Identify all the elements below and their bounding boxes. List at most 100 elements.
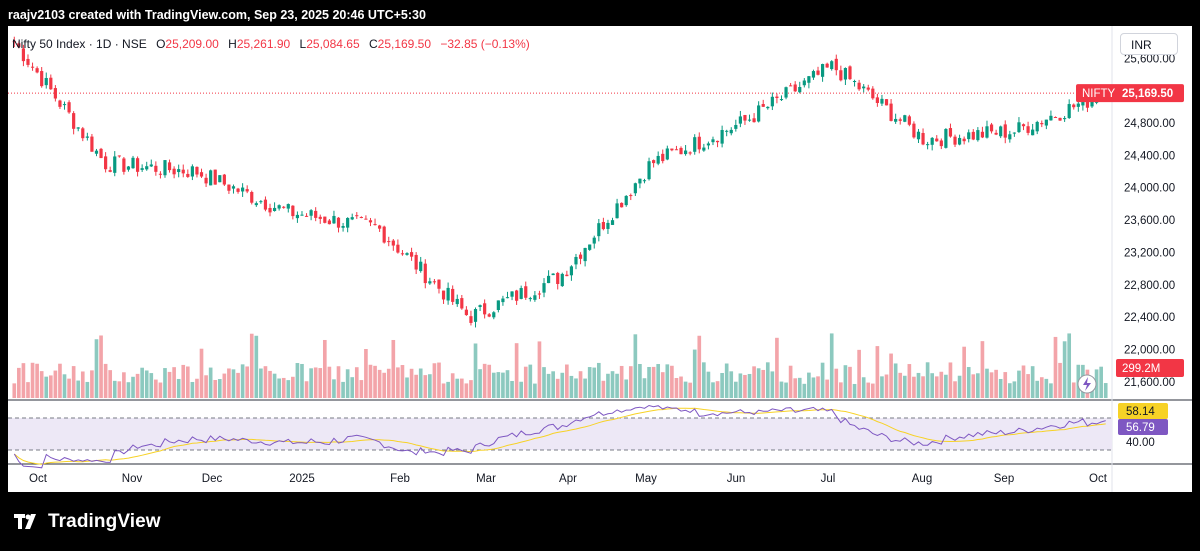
candle-body (1058, 117, 1062, 121)
candle-body (327, 220, 331, 225)
volume-bar (432, 363, 437, 398)
candle-body (693, 137, 697, 152)
candle-body (820, 64, 825, 77)
volume-bar (843, 365, 848, 398)
volume-bar (1053, 336, 1058, 398)
candle-body (944, 129, 948, 148)
candle-body (711, 139, 715, 143)
candle-body (907, 116, 911, 125)
candle-body (994, 132, 998, 135)
candle-body (921, 132, 925, 145)
volume-bar (674, 378, 679, 398)
candle-body (930, 137, 934, 145)
symbol-label[interactable]: Nifty 50 Index · 1D · NSE (12, 37, 147, 51)
candle-body (277, 205, 281, 209)
open-label: O (156, 37, 166, 51)
candle-body (802, 80, 806, 86)
volume-bar (496, 372, 501, 398)
candle-body (473, 309, 478, 322)
candle-body (738, 116, 742, 124)
volume-bar (953, 381, 957, 398)
candle-body (190, 166, 194, 177)
candle-body (1017, 122, 1021, 133)
volume-bar (505, 370, 510, 398)
volume-bar (441, 383, 446, 398)
candle-body (574, 256, 578, 265)
candle-body (259, 201, 263, 203)
price-tick-label: 22,400.00 (1124, 312, 1175, 324)
volume-bar (1062, 341, 1067, 398)
candle-body (770, 96, 774, 107)
volume-bar (688, 382, 692, 398)
candle-body (181, 169, 185, 174)
candle-body (359, 217, 363, 219)
candle-body (355, 215, 359, 217)
candle-body (1063, 118, 1067, 120)
volume-bar (747, 373, 752, 398)
volume-bar (67, 378, 71, 398)
volume-bar (583, 378, 587, 398)
candle-body (318, 216, 322, 219)
volume-bar (962, 346, 966, 398)
candle-body (583, 247, 587, 262)
currency-selector[interactable]: INR (1120, 33, 1178, 55)
price-tick-label: 21,600.00 (1124, 377, 1175, 389)
volume-bar (332, 379, 336, 398)
rsi-level-label: 40.00 (1126, 437, 1155, 449)
volume-bar (286, 380, 291, 398)
volume-bar (1099, 366, 1103, 398)
candle-body (108, 170, 112, 172)
volume-bar (140, 367, 144, 398)
volume-bar (144, 370, 149, 398)
change-value: −32.85 (−0.13%) (440, 37, 530, 51)
volume-bar (76, 380, 81, 398)
candle-body (624, 195, 628, 206)
volume-bar (912, 376, 916, 398)
close-value: 25,169.50 (377, 37, 432, 51)
volume-bar (519, 381, 524, 398)
volume-bar (802, 383, 807, 398)
volume-bar (295, 363, 300, 398)
volume-bar (368, 364, 373, 398)
candle-body (679, 147, 683, 155)
volume-bar (21, 363, 26, 398)
rsi-ma-tag: 58.14 (1118, 403, 1168, 419)
volume-bar (893, 363, 898, 398)
volume-bar (12, 383, 17, 398)
volume-bar (446, 381, 450, 398)
volume-bar (921, 376, 925, 398)
volume-bar (724, 363, 729, 398)
tradingview-logo-icon (14, 514, 36, 529)
volume-bar (62, 374, 67, 398)
chart-panel[interactable]: 25,600.0025,200.0024,800.0024,400.0024,0… (8, 26, 1192, 492)
tradingview-logo[interactable]: TradingView (14, 510, 161, 534)
volume-bar (619, 365, 624, 398)
candle-body (615, 203, 619, 219)
volume-bar (866, 382, 871, 398)
volume-bar (738, 373, 743, 398)
volume-bar (350, 377, 355, 398)
candle-body (227, 184, 231, 191)
candle-body (875, 97, 879, 103)
candle-body (962, 138, 966, 142)
volume-bar (638, 363, 642, 398)
chart-caption: raajv2103 created with TradingView.com, … (8, 8, 426, 22)
volume-bar (322, 339, 327, 398)
volume-bar (889, 353, 893, 398)
candle-body (487, 314, 491, 317)
volume-bar (108, 370, 113, 398)
volume-bar (615, 373, 619, 398)
grid-layer (8, 26, 1192, 492)
volume-bar (103, 363, 108, 398)
volume-bar (208, 367, 213, 398)
volume-bar (473, 343, 478, 398)
candle-body (866, 87, 870, 90)
candle-body (58, 100, 62, 107)
price-chart[interactable]: 25,600.0025,200.0024,800.0024,400.0024,0… (8, 26, 1192, 492)
volume-bar (989, 372, 994, 398)
volume-bar (190, 381, 195, 398)
rsi-pane (8, 404, 1112, 469)
volume-bar (770, 371, 775, 398)
volume-bar (807, 372, 811, 398)
candle-body (957, 137, 962, 145)
